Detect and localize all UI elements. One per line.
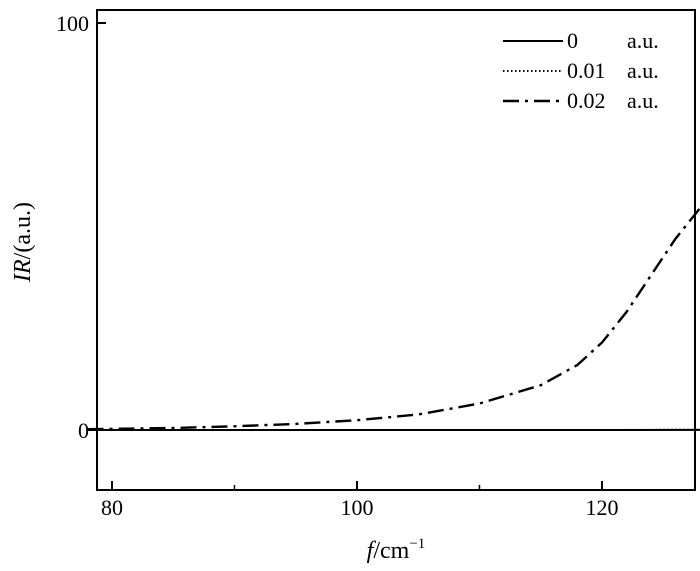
y-axis-title: IR/(a.u.) (10, 202, 36, 283)
x-axis-ticks: 80100120140160180200220240260 (101, 481, 619, 520)
legend-series-unit-2: a.u. (627, 88, 659, 113)
y-tick-label: 100 (56, 11, 89, 36)
x-axis-symbol: f (367, 538, 377, 564)
x-tick-label: 80 (101, 495, 123, 520)
legend-series-unit-0: a.u. (627, 28, 659, 53)
series-line-0 (87, 428, 700, 431)
series-line-2 (87, 206, 700, 431)
legend-series-name-1: 0.01 (567, 58, 606, 83)
legend: 0 a.u. 0.01 a.u. 0.02 a.u. (503, 28, 659, 113)
legend-series-name-2: 0.02 (567, 88, 606, 113)
x-axis-unit: /cm (373, 538, 409, 564)
plot-frame (96, 9, 696, 491)
y-axis-symbol: IR (10, 259, 36, 283)
series-line-1 (87, 428, 700, 431)
x-tick-label: 100 (341, 495, 374, 520)
y-axis-unit: /(a.u.) (10, 202, 36, 259)
x-axis-unit-exponent: −1 (409, 536, 425, 552)
x-tick-label: 120 (586, 495, 619, 520)
legend-series-name-0: 0 (567, 28, 578, 53)
y-axis-ticks: 0 100 (56, 11, 106, 443)
legend-series-unit-1: a.u. (627, 58, 659, 83)
series-lines (87, 206, 700, 431)
y-tick-label: 0 (78, 418, 89, 443)
x-axis-title: f/cm−1 (367, 536, 426, 564)
